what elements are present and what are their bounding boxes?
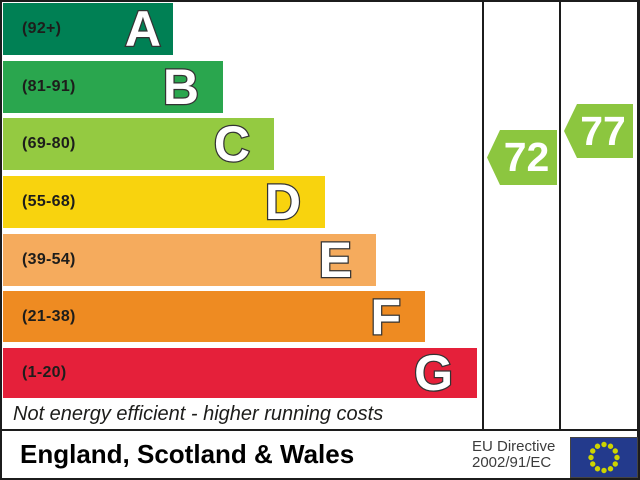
epc-band-d-range: (55-68) xyxy=(22,193,76,210)
chart-border-left xyxy=(0,0,2,480)
current-rating-value: 72 xyxy=(503,134,550,180)
epc-band-e-range: (39-54) xyxy=(22,251,76,268)
epc-band-a: (92+) A xyxy=(3,3,173,55)
epc-band-c-letter: C xyxy=(213,116,252,172)
epc-band-g-letter: G xyxy=(413,345,454,401)
potential-rating-arrow: 77 xyxy=(564,104,633,158)
current-rating-arrow: 72 xyxy=(487,130,557,185)
epc-band-a-letter: A xyxy=(124,1,163,57)
epc-band-c-range: (69-80) xyxy=(22,135,76,152)
epc-band-e: (39-54) E xyxy=(3,234,376,286)
epc-band-d: (55-68) D xyxy=(3,176,325,228)
epc-band-c: (69-80) C xyxy=(3,118,274,170)
chart-border-top xyxy=(0,0,640,2)
epc-band-b: (81-91) B xyxy=(3,61,223,113)
eu-directive-line1: EU Directive xyxy=(472,438,556,455)
potential-column-divider xyxy=(559,0,561,429)
epc-band-b-letter: B xyxy=(162,59,201,115)
epc-band-f-letter: F xyxy=(369,288,402,345)
epc-band-f: (21-38) F xyxy=(3,288,425,345)
epc-band-f-range: (21-38) xyxy=(22,307,76,325)
epc-band-b-range: (81-91) xyxy=(22,78,76,95)
epc-band-g-range: (1-20) xyxy=(22,364,67,381)
current-column-divider xyxy=(482,0,484,429)
footer-divider-line xyxy=(0,429,640,431)
eu-directive-text: EU Directive 2002/91/EC xyxy=(472,439,555,471)
eu-directive-line2: 2002/91/EC xyxy=(472,454,552,471)
not-efficient-caption: Not energy efficient - higher running co… xyxy=(13,402,384,425)
region-label: England, Scotland & Wales xyxy=(20,439,355,469)
epc-band-g: (1-20) G xyxy=(3,345,477,401)
epc-band-a-range: (92+) xyxy=(22,20,62,37)
potential-rating-value: 77 xyxy=(580,107,626,154)
epc-band-e-letter: E xyxy=(317,232,353,288)
eu-flag-icon xyxy=(570,437,638,478)
epc-band-d-letter: D xyxy=(264,174,303,230)
chart-border-bottom xyxy=(0,478,640,480)
chart-border-right xyxy=(637,0,640,480)
